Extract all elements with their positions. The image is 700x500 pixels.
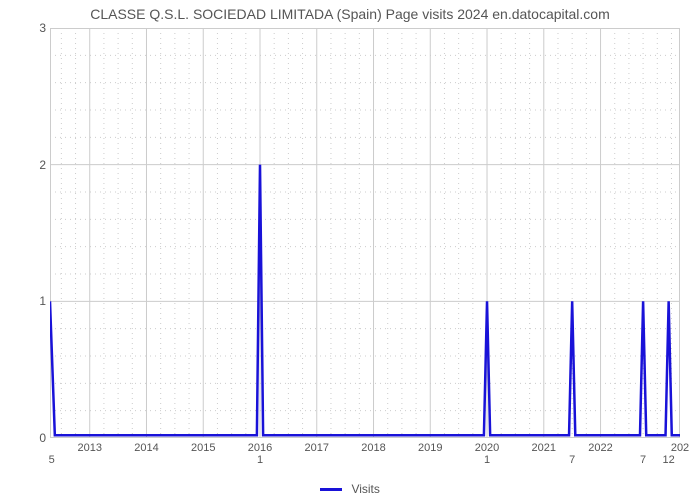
value-label: 7 — [569, 454, 575, 466]
x-tick-label: 2014 — [134, 442, 158, 454]
x-tick-label: 2017 — [305, 442, 329, 454]
x-tick-label: 202 — [671, 442, 689, 454]
value-label: 12 — [663, 454, 675, 466]
chart-plot — [50, 28, 680, 438]
legend-swatch — [320, 488, 342, 491]
x-tick-label: 2021 — [532, 442, 556, 454]
y-tick-label: 0 — [6, 431, 46, 445]
x-tick-label: 2020 — [475, 442, 499, 454]
y-tick-label: 2 — [6, 158, 46, 172]
x-tick-label: 2018 — [361, 442, 385, 454]
x-tick-label: 2013 — [77, 442, 101, 454]
y-tick-label: 3 — [6, 21, 46, 35]
y-tick-label: 1 — [6, 294, 46, 308]
x-tick-label: 2019 — [418, 442, 442, 454]
x-tick-label: 2016 — [248, 442, 272, 454]
legend-label: Visits — [351, 482, 379, 496]
chart-container: CLASSE Q.S.L. SOCIEDAD LIMITADA (Spain) … — [0, 0, 700, 500]
value-label: 1 — [257, 454, 263, 466]
chart-title: CLASSE Q.S.L. SOCIEDAD LIMITADA (Spain) … — [0, 6, 700, 22]
value-label: 7 — [640, 454, 646, 466]
chart-legend: Visits — [0, 482, 700, 496]
value-label: 5 — [49, 454, 55, 466]
x-tick-label: 2015 — [191, 442, 215, 454]
value-label: 1 — [484, 454, 490, 466]
x-tick-label: 2022 — [588, 442, 612, 454]
